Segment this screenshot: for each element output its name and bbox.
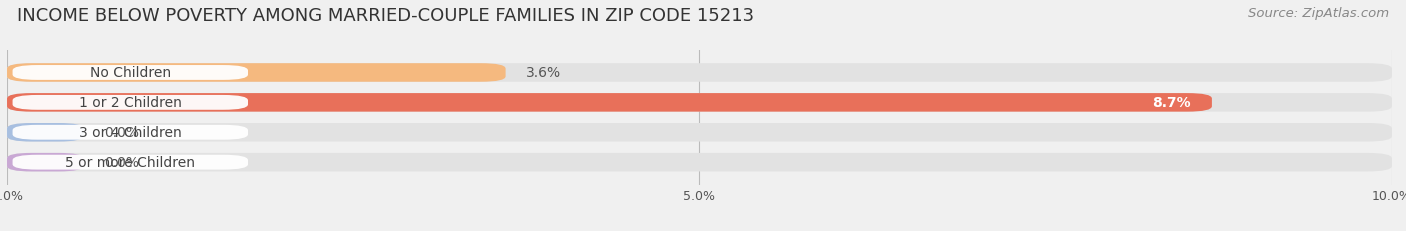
- FancyBboxPatch shape: [7, 123, 1392, 142]
- Text: 3.6%: 3.6%: [526, 66, 561, 80]
- Text: 5 or more Children: 5 or more Children: [65, 155, 195, 170]
- Text: 8.7%: 8.7%: [1153, 96, 1191, 110]
- Text: 0.0%: 0.0%: [104, 155, 139, 170]
- Text: Source: ZipAtlas.com: Source: ZipAtlas.com: [1249, 7, 1389, 20]
- FancyBboxPatch shape: [13, 66, 247, 81]
- FancyBboxPatch shape: [7, 94, 1212, 112]
- FancyBboxPatch shape: [13, 125, 247, 140]
- Text: 0.0%: 0.0%: [104, 126, 139, 140]
- FancyBboxPatch shape: [7, 64, 1392, 82]
- FancyBboxPatch shape: [7, 64, 506, 82]
- Text: 1 or 2 Children: 1 or 2 Children: [79, 96, 181, 110]
- FancyBboxPatch shape: [7, 153, 1392, 172]
- Text: 3 or 4 Children: 3 or 4 Children: [79, 126, 181, 140]
- FancyBboxPatch shape: [13, 96, 247, 110]
- FancyBboxPatch shape: [7, 94, 1392, 112]
- FancyBboxPatch shape: [7, 123, 83, 142]
- FancyBboxPatch shape: [7, 153, 83, 172]
- FancyBboxPatch shape: [13, 155, 247, 170]
- Text: No Children: No Children: [90, 66, 172, 80]
- Text: INCOME BELOW POVERTY AMONG MARRIED-COUPLE FAMILIES IN ZIP CODE 15213: INCOME BELOW POVERTY AMONG MARRIED-COUPL…: [17, 7, 754, 25]
